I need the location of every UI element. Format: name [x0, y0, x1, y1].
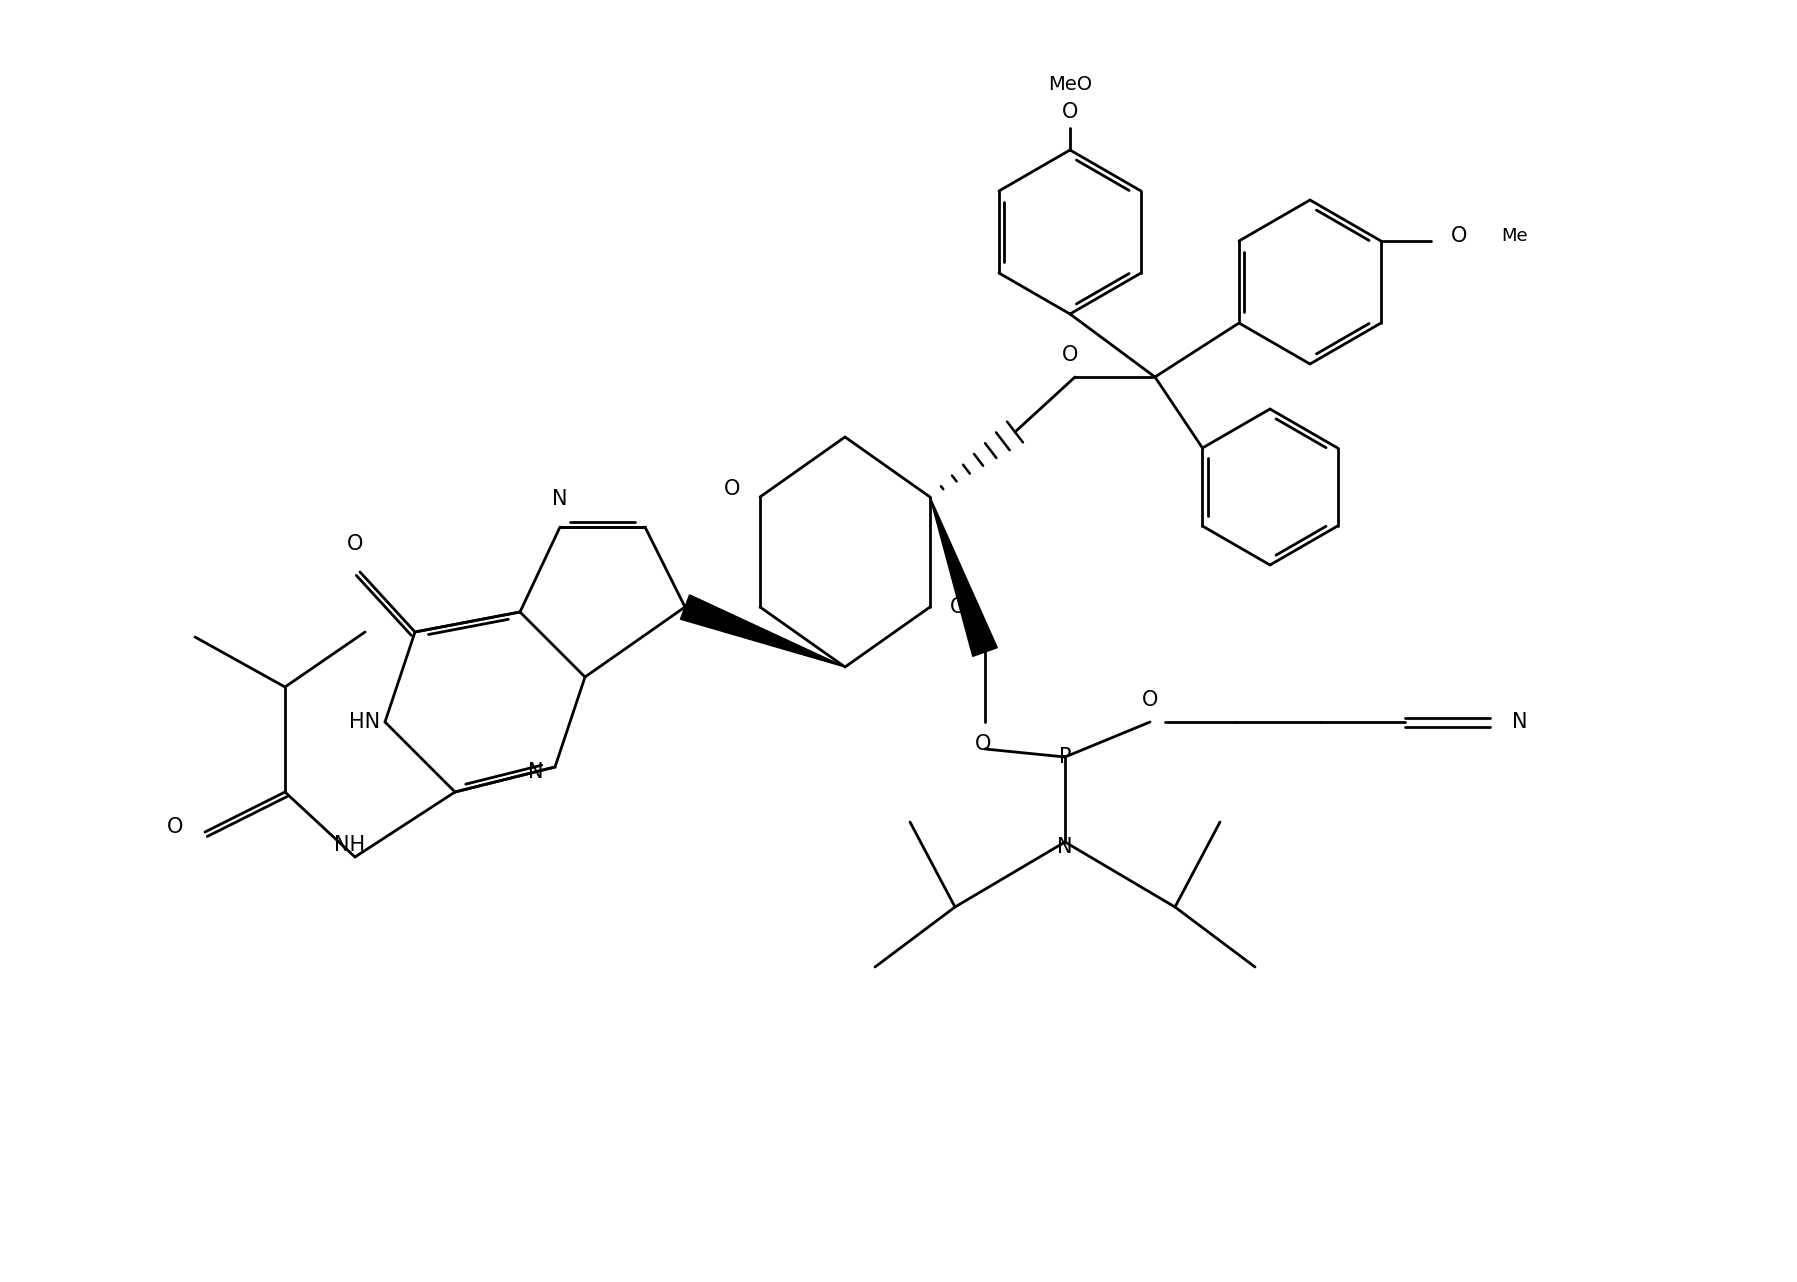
Text: O: O [347, 535, 363, 554]
Text: MeO: MeO [1048, 76, 1093, 95]
Polygon shape [681, 595, 845, 667]
Text: HN: HN [349, 712, 379, 732]
Text: N: N [1511, 712, 1527, 732]
Text: O: O [974, 735, 992, 754]
Text: NH: NH [334, 835, 365, 855]
Text: N: N [552, 488, 568, 509]
Text: N: N [528, 762, 543, 782]
Text: O: O [1141, 690, 1159, 710]
Text: O: O [1450, 226, 1468, 246]
Text: N: N [703, 609, 719, 629]
Text: P: P [1058, 747, 1071, 767]
Text: O: O [951, 597, 967, 617]
Text: N: N [1057, 837, 1073, 856]
Text: O: O [167, 817, 183, 837]
Text: Me: Me [1500, 227, 1527, 245]
Polygon shape [931, 497, 997, 656]
Text: O: O [724, 479, 740, 499]
Text: O: O [1062, 103, 1078, 122]
Text: O: O [1062, 345, 1078, 365]
